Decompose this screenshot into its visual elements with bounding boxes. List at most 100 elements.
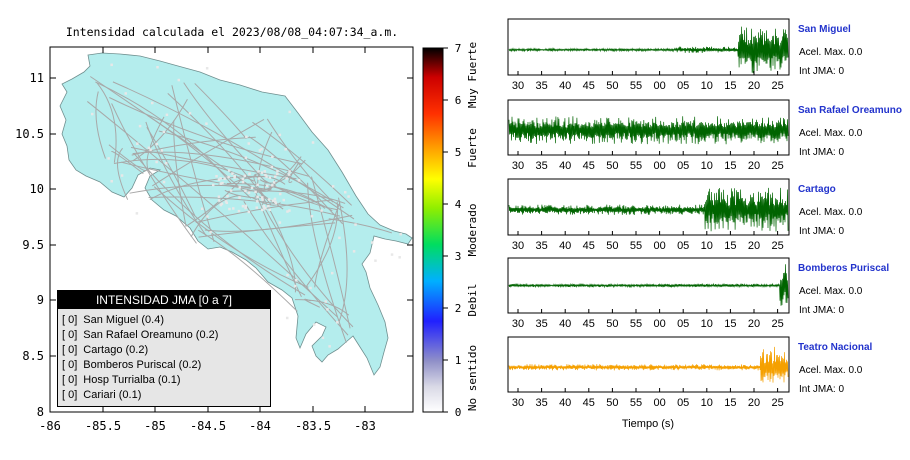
town-dot: [286, 210, 289, 213]
town-dot: [297, 179, 301, 182]
road-segment: [338, 197, 348, 322]
town-dot: [274, 202, 278, 205]
road-segment: [233, 175, 286, 185]
town-dot: [165, 113, 169, 117]
town-dot: [135, 212, 139, 215]
seismogram-panel: 30 35 40 45 50 55 00 05 10 15 20 25 San Miguel Acel. …: [507, 18, 863, 92]
town-dot: [107, 157, 110, 160]
seismogram-tick-label: 10: [701, 318, 713, 330]
seismogram-tick-label: 50: [606, 160, 618, 172]
town-dot: [124, 92, 128, 95]
map-x-tick-label: -85: [144, 419, 166, 433]
town-dot: [200, 207, 204, 210]
road-segment: [171, 85, 215, 242]
town-dot: [162, 130, 166, 134]
seismogram-tick-label: 00: [653, 318, 665, 330]
town-dot: [206, 215, 209, 218]
road-segment: [307, 182, 347, 343]
road-segment: [112, 81, 355, 220]
town-dot: [244, 156, 248, 159]
town-dot: [91, 112, 94, 116]
seismogram-tick-label: 15: [724, 318, 736, 330]
town-dot: [225, 201, 229, 205]
road-segment: [294, 299, 350, 316]
road-segment: [111, 103, 197, 244]
seismogram-tick-label: 00: [653, 240, 665, 252]
town-dot: [224, 200, 228, 203]
town-dot: [264, 173, 267, 177]
town-dot: [241, 180, 245, 184]
road-segment: [146, 126, 196, 217]
town-dot: [177, 78, 181, 82]
legend-item: [ 0] Cariari (0.1): [62, 388, 270, 403]
road-segment: [131, 136, 256, 156]
road-segment: [108, 144, 147, 172]
seismogram-trace: [508, 264, 789, 306]
town-dot: [321, 336, 325, 340]
station-acel: Acel. Max. 0.0: [799, 128, 863, 139]
seismogram-tick-label: 20: [748, 80, 760, 92]
town-dot: [261, 198, 264, 201]
seismogram-tick-label: 20: [748, 397, 760, 409]
seismogram-tick-label: 40: [559, 240, 571, 252]
town-dot: [160, 149, 164, 152]
town-dot: [233, 174, 236, 178]
legend-item-level: [ 0]: [62, 314, 78, 326]
town-dot: [282, 198, 286, 202]
station-name: San Rafael Oreamuno: [798, 105, 902, 116]
town-dot: [284, 148, 287, 151]
road-segment: [263, 206, 354, 328]
town-dot: [136, 142, 139, 145]
town-dot: [352, 250, 356, 253]
town-dot: [244, 189, 247, 193]
station-int: Int JMA: 0: [799, 384, 844, 395]
seismogram-tick-label: 05: [677, 397, 689, 409]
station-acel: Acel. Max. 0.0: [799, 207, 863, 218]
town-dot: [276, 169, 279, 173]
seismogram-tick-label: 20: [748, 160, 760, 172]
seismogram-tick-label: 45: [583, 318, 595, 330]
seismogram-panel: 30 35 40 45 50 55 00 05 10 15 20 25 Teatro Nacional A…: [507, 336, 872, 409]
town-dot: [278, 221, 282, 224]
seismogram-tick-label: 55: [630, 160, 642, 172]
seismogram-tick-label: 45: [583, 240, 595, 252]
town-dot: [326, 308, 329, 311]
map-x-tick-label: -84.5: [190, 419, 226, 433]
town-dot: [374, 259, 377, 262]
town-dot: [205, 122, 208, 125]
road-segment: [248, 136, 344, 225]
seismogram-frame: [507, 18, 790, 76]
town-dot: [263, 170, 267, 173]
town-dot: [147, 146, 151, 150]
seismogram-panel: 30 35 40 45 50 55 00 05 10 15 20 25 Bomberos Purisca…: [507, 257, 889, 330]
town-dot: [370, 241, 374, 244]
map-y-tick-label: 9: [37, 293, 44, 307]
colorbar-category-label: Moderado: [466, 204, 479, 257]
town-dot: [164, 162, 168, 165]
seismogram-trace: [508, 116, 789, 145]
station-acel: Acel. Max. 0.0: [799, 286, 863, 297]
road-segment: [121, 161, 269, 192]
town-dot: [278, 192, 282, 196]
town-dot: [266, 184, 269, 188]
seismogram-trace: [508, 187, 789, 232]
road-segment: [130, 146, 297, 180]
legend-item-label: Bomberos Puriscal (0.2): [83, 359, 202, 371]
legend-item-level: [ 0]: [62, 344, 78, 356]
town-dot: [244, 206, 247, 210]
seismogram-tick-label: 20: [748, 240, 760, 252]
seismogram-tick-label: 35: [535, 80, 547, 92]
town-dot: [247, 210, 251, 214]
town-dot: [343, 190, 347, 194]
town-dot: [138, 124, 142, 128]
town-dot: [256, 200, 259, 203]
town-dot: [238, 186, 242, 189]
seismogram-tick-label: 25: [771, 397, 783, 409]
station-name: San Miguel: [798, 24, 851, 35]
seismogram-tick-label: 50: [606, 318, 618, 330]
colorbar: 7 6 5 4 3 2 1 0 Muy Fuerte Fuerte Moderado Debil No…: [422, 42, 479, 419]
seismogram-tick-label: 20: [748, 318, 760, 330]
seismogram-tick-label: 35: [535, 160, 547, 172]
town-dot: [110, 63, 113, 67]
seismogram-panels: 30 35 40 45 50 55 00 05 10 15 20 25 San Miguel Acel. …: [507, 18, 902, 409]
